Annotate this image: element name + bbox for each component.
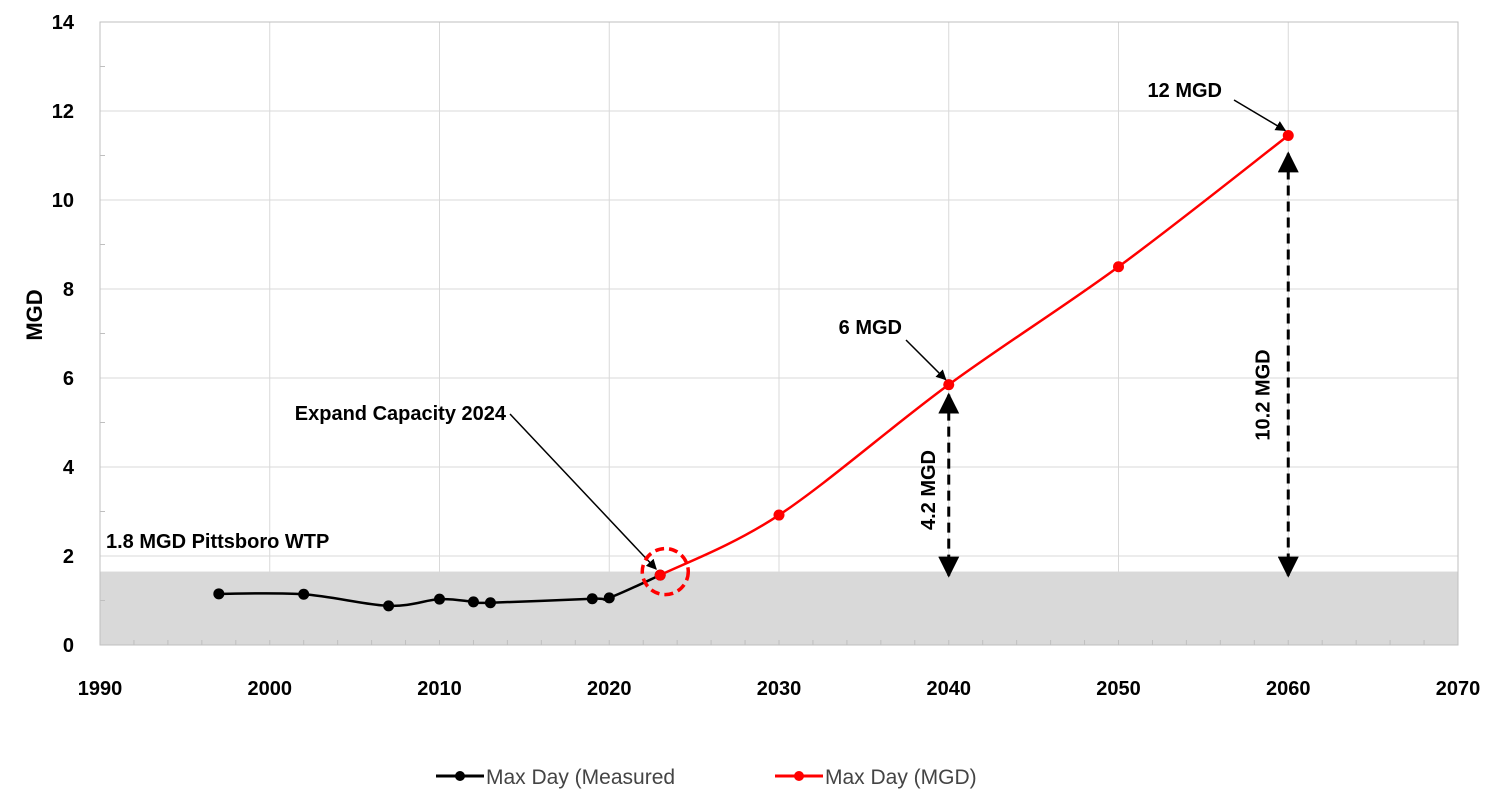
six-mgd-arrow — [905, 339, 947, 381]
x-tick-labels: 1990 2000 2010 2020 2030 2040 2050 2060 2070 — [78, 678, 1481, 700]
y-tick-label: 8 — [63, 279, 74, 301]
legend-marker-projected — [794, 771, 804, 781]
x-tick-label: 2000 — [248, 678, 293, 700]
data-point — [773, 509, 785, 521]
y-axis-title: MGD — [22, 289, 47, 340]
expand-capacity-label: Expand Capacity 2024 — [295, 403, 507, 425]
legend-label-measured: Max Day (Measured — [486, 766, 675, 789]
twelve-mgd-arrow — [1233, 99, 1287, 132]
y-tick-label: 4 — [63, 457, 75, 479]
series-projected — [654, 129, 1294, 581]
data-point — [1113, 261, 1124, 273]
data-point — [943, 379, 955, 391]
data-point — [484, 597, 496, 609]
legend-item-measured: Max Day (Measured — [436, 766, 675, 789]
data-point — [654, 569, 666, 581]
x-tick-label: 2030 — [757, 678, 802, 700]
y-tick-label: 10 — [52, 190, 74, 212]
x-tick-label: 2050 — [1096, 678, 1141, 700]
data-point — [467, 596, 479, 608]
expand-capacity-arrow — [509, 413, 657, 570]
gap-2040-label: 4.2 MGD — [918, 450, 940, 530]
data-point — [383, 600, 395, 612]
data-point — [1282, 129, 1294, 141]
y-tick-label: 14 — [52, 12, 75, 34]
legend-label-projected: Max Day (MGD) — [825, 766, 977, 789]
x-tick-label: 2040 — [927, 678, 972, 700]
annotations: 1.8 MGD Pittsboro WTP Expand Capacity 20… — [106, 80, 1299, 597]
x-tick-label: 2070 — [1436, 678, 1481, 700]
twelve-mgd-label: 12 MGD — [1148, 80, 1222, 102]
legend-marker-measured — [455, 771, 465, 781]
x-tick-label: 1990 — [78, 678, 123, 700]
expand-capacity-circle — [640, 546, 691, 597]
data-point — [434, 593, 445, 605]
x-tick-label: 2020 — [587, 678, 632, 700]
six-mgd-label: 6 MGD — [839, 317, 902, 339]
data-point — [603, 592, 615, 604]
series-layer — [213, 129, 1294, 612]
x-tick-label: 2010 — [417, 678, 462, 700]
legend: Max Day (Measured Max Day (MGD) — [436, 766, 977, 789]
data-point — [586, 593, 598, 605]
capacity-band-label: 1.8 MGD Pittsboro WTP — [106, 531, 329, 553]
y-tick-label: 12 — [52, 101, 74, 123]
gap-2060-label: 10.2 MGD — [1252, 349, 1274, 440]
minor-ticks — [99, 66, 1459, 645]
data-point — [298, 588, 310, 600]
series-line — [659, 134, 1290, 577]
data-point — [213, 588, 225, 600]
legend-item-projected: Max Day (MGD) — [775, 766, 977, 789]
y-tick-label: 0 — [63, 635, 74, 657]
x-tick-label: 2060 — [1266, 678, 1311, 700]
y-tick-label: 6 — [63, 368, 74, 390]
y-tick-label: 2 — [63, 546, 74, 568]
y-tick-labels: 0 2 4 6 8 10 12 14 — [52, 12, 75, 657]
